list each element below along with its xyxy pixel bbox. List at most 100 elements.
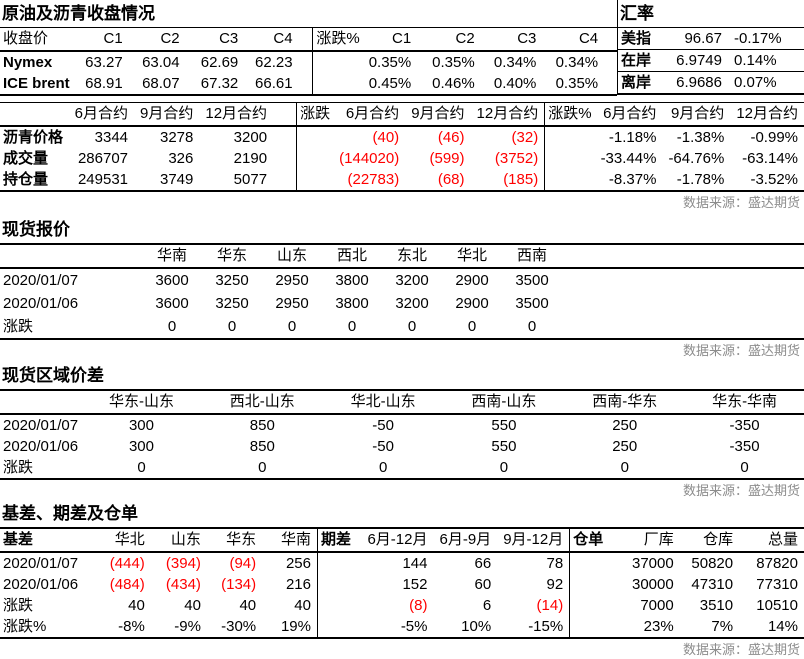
cell-value: -33.44% (600, 150, 657, 167)
row-label: 2020/01/06 (3, 438, 79, 455)
row-label: 涨跌% (3, 618, 47, 635)
cell-value: (134) (221, 576, 257, 593)
cell-value: 47310 (691, 576, 734, 593)
cell-value: 0 (499, 459, 509, 476)
row-label (313, 73, 363, 95)
cell-value: -15% (528, 618, 564, 635)
cell-value: 7000 (640, 597, 674, 614)
cell-value: 3600 (155, 295, 189, 312)
col-header: 西北 (322, 243, 382, 269)
cell-value: 250 (612, 417, 638, 434)
basis-section-tables: 基差 华北 山东 华东 华南 2020/01/07 (444) (394) (94) 256 202… (0, 527, 804, 639)
cell-value: (394) (165, 555, 201, 572)
cell-value: 3510 (699, 597, 734, 614)
header-row: 涨跌% 6月合约 9月合约 12月合约 (544, 102, 804, 127)
header-row: 收盘价 C1 C2 C3 C4 (0, 27, 313, 52)
cell-value: 2900 (455, 295, 489, 312)
col-header: 12月合约 (470, 102, 545, 127)
cell-value: 3600 (155, 272, 189, 289)
section-title-oil-close: 原油及沥青收盘情况 (2, 4, 155, 23)
top-section: 原油及沥青收盘情况 收盘价 C1 C2 C3 C4 Nymex 63.27 63.04 62.6… (0, 0, 804, 96)
col-header: 西南-山东 (443, 389, 565, 415)
table-row: 37000 50820 87820 (570, 552, 804, 574)
row-label (317, 552, 361, 574)
col-header: 6月-12月 (361, 527, 434, 553)
row-label (570, 616, 619, 638)
table-row: -1.18% -1.38% -0.99% (545, 126, 804, 148)
section-title-basis: 基差、期差及仓单 (2, 504, 138, 523)
cell-value: 0.34% (555, 54, 599, 71)
cell-value: -63.14% (742, 150, 798, 167)
col-header: 华东-华南 (685, 389, 804, 415)
cell-value: 3749 (159, 171, 194, 188)
col-header: C2 (417, 27, 481, 52)
table-row: Nymex 63.27 63.04 62.69 62.23 (0, 51, 312, 73)
row-label: 2020/01/07 (3, 555, 79, 572)
table-row: ICE brent 68.91 68.07 67.32 66.61 (0, 73, 312, 95)
cell-value: (68) (437, 171, 465, 188)
col-header: C3 (480, 27, 543, 52)
cell-value: 3500 (515, 272, 549, 289)
cell-value: 0.46% (432, 75, 475, 92)
col-header: 西北-山东 (201, 389, 323, 415)
cell-value: 0 (740, 459, 749, 476)
cell-value: -0.99% (750, 129, 798, 146)
cell-value: (46) (437, 129, 465, 146)
data-source-regional: 数据来源：盛达期货 (682, 483, 800, 498)
cell-value: 550 (491, 438, 517, 455)
table-row: 涨跌 0 0 0 0 0 0 (0, 457, 804, 479)
fx-row-label: 在岸 (618, 49, 668, 72)
fx-row: 离岸 6.9686 0.07% (618, 72, 804, 95)
cell-value: -350 (729, 417, 760, 434)
col-header: 厂库 (618, 527, 680, 553)
cell-value: 0.40% (493, 75, 537, 92)
cell-value: 3278 (159, 129, 194, 146)
table-row: 涨跌% -8% -9% -30% 19% (0, 616, 317, 638)
data-source-futures: 数据来源：盛达期货 (682, 195, 800, 210)
filler-cell (562, 315, 804, 339)
row-label (570, 552, 619, 574)
cell-value: 87820 (756, 555, 798, 572)
table-row: 30000 47310 77310 (570, 574, 804, 595)
section-title-regional: 现货区域价差 (2, 366, 104, 385)
cell-value: -8.37% (608, 171, 657, 188)
header-row: 涨跌 6月合约 9月合约 12月合约 (296, 102, 545, 127)
cell-value: 286707 (77, 150, 129, 167)
col-header: 华北 (94, 527, 151, 553)
cell-value: -8% (118, 618, 145, 635)
table-corner-label: 仓单 (569, 527, 619, 553)
cell-value: 62.23 (255, 54, 293, 71)
cell-value: 0 (467, 318, 477, 335)
cell-value: 3800 (335, 295, 369, 312)
row-label (317, 574, 361, 595)
row-label (297, 169, 334, 191)
fx-table: 美指 96.67 -0.17% 在岸 6.9749 0.14% 离岸 6.9686 0.07% (618, 27, 804, 95)
cell-value: (144020) (339, 150, 400, 167)
header-row: 6月合约 9月合约 12月合约 (0, 102, 297, 127)
cell-value: (40) (372, 129, 400, 146)
cell-value: 0.45% (368, 75, 412, 92)
cell-value: 7% (711, 618, 734, 635)
row-label: 成交量 (3, 150, 49, 167)
calendar-spread-table: 期差 6月-12月 6月-9月 9月-12月 144 66 78 152 60 92 (8) 6 (14… (316, 527, 570, 639)
cell-value: 0 (347, 318, 357, 335)
filler-cell (562, 243, 804, 269)
table-corner-label: 基差 (0, 527, 95, 553)
table-row: 2020/01/07 (444) (394) (94) 256 (0, 552, 317, 574)
table-row: (40) (46) (32) (297, 126, 545, 148)
section-title-spot: 现货报价 (2, 220, 70, 239)
col-header: 华东 (206, 527, 263, 553)
cell-value: 3250 (215, 272, 249, 289)
cell-value: 3344 (94, 129, 129, 146)
filler-cell (273, 126, 296, 148)
cell-value: 0 (227, 318, 237, 335)
row-label (297, 126, 334, 148)
spot-quote-table: 华南 华东 山东 西北 东北 华北 西南 2020/01/07 3600 3250 2950 3800… (0, 243, 804, 340)
row-label: 涨跌 (3, 459, 34, 476)
cell-value: 2900 (455, 272, 489, 289)
fx-rate-value: 6.9749 (668, 49, 728, 72)
table-row: 0.45% 0.46% 0.40% 0.35% (313, 73, 617, 95)
header-row: 华东-山东 西北-山东 华北-山东 西南-山东 西南-华东 华东-华南 (0, 389, 804, 415)
cell-value: 0.35% (555, 75, 599, 92)
row-label (317, 595, 361, 616)
